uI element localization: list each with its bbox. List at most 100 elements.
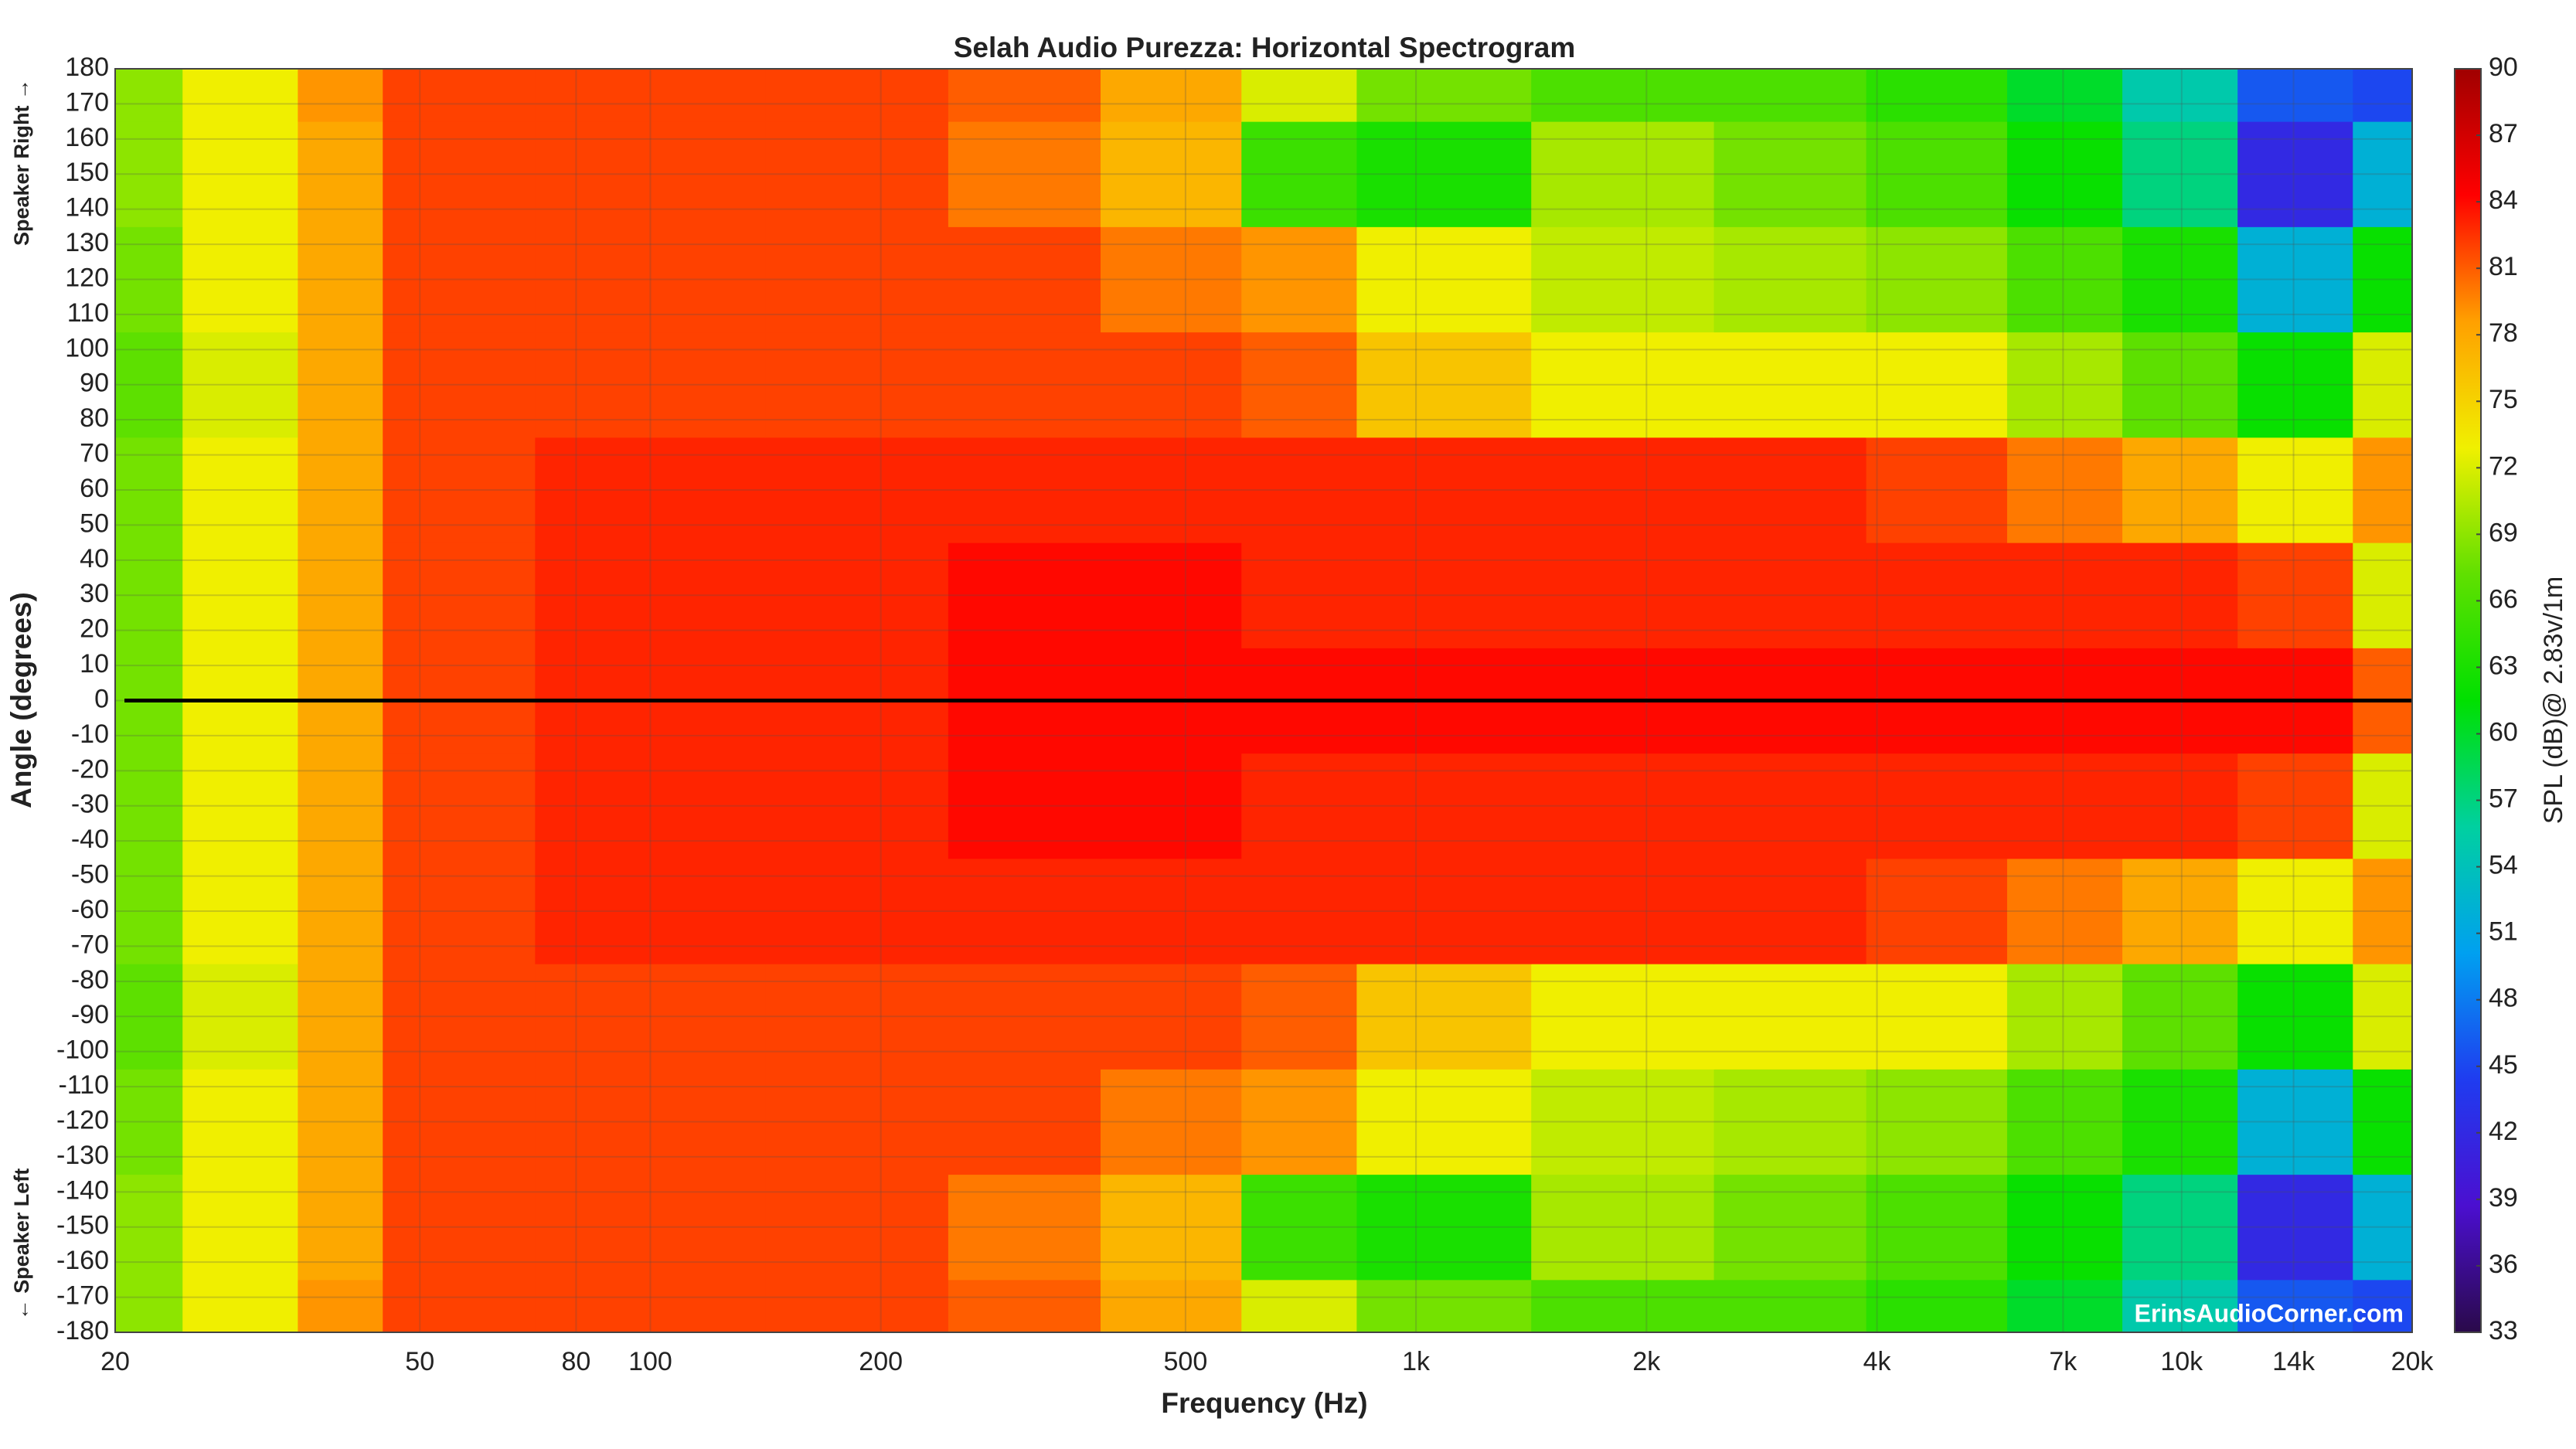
x-tick-label: 200 [859, 1347, 903, 1376]
y-tick-label: 70 [80, 439, 109, 468]
heatmap-cell [298, 1279, 383, 1333]
x-axis-label: Frequency (Hz) [1161, 1387, 1367, 1419]
heatmap-cell [1241, 121, 1357, 227]
heatmap-cell [298, 121, 383, 227]
y-tick-label: 30 [80, 579, 109, 608]
heatmap-cell [115, 1174, 183, 1281]
heatmap-cell [1356, 964, 1532, 1070]
heatmap-cell [765, 858, 949, 964]
y-tick-label: 170 [65, 87, 109, 117]
heatmap-cell [298, 69, 383, 122]
y-tick-label: -20 [71, 754, 109, 784]
heatmap-cell [182, 121, 298, 227]
colorbar-tick-label: 39 [2489, 1183, 2518, 1213]
heatmap-cell [1866, 121, 2008, 227]
heatmap-cell [1101, 69, 1242, 122]
heatmap-cell [948, 332, 1101, 438]
heatmap-cell [1356, 1174, 1532, 1281]
heatmap-cell [2006, 858, 2123, 964]
heatmap-cell [2353, 543, 2413, 648]
colorbar-tick-label: 84 [2489, 185, 2518, 215]
heatmap-cell [298, 858, 383, 964]
heatmap-cell [535, 121, 767, 227]
heatmap-cell [765, 226, 949, 333]
heatmap-cell [1531, 1279, 1715, 1333]
heatmap-cell [1241, 964, 1357, 1070]
y-axis-sublabel: Speaker Right → [10, 79, 33, 246]
y-tick-label: 110 [67, 298, 109, 328]
heatmap-cell [765, 753, 949, 859]
heatmap-cell [1101, 858, 1242, 964]
heatmap-cell [765, 543, 949, 648]
heatmap-cell [2237, 753, 2353, 859]
x-tick-label: 7k [2049, 1347, 2077, 1376]
heatmap-cell [298, 1069, 383, 1175]
colorbar-tick-label: 45 [2489, 1050, 2518, 1080]
colorbar-tick-label: 72 [2489, 451, 2518, 481]
heatmap-cell [1531, 753, 1715, 859]
x-tick-label: 1k [1402, 1347, 1431, 1376]
heatmap-cell [535, 332, 767, 438]
heatmap-cell [2122, 858, 2238, 964]
heatmap-cell [182, 332, 298, 438]
heatmap-cell [1101, 1279, 1242, 1333]
heatmap-cell [2237, 437, 2353, 543]
colorbar-tick-label: 51 [2489, 917, 2518, 947]
heatmap-cell [765, 1174, 949, 1281]
heatmap-cell [1241, 1069, 1357, 1175]
heatmap-cell [948, 226, 1101, 333]
heatmap-cell [383, 69, 536, 122]
heatmap-cell [948, 1279, 1101, 1333]
heatmap-cell [115, 753, 183, 859]
heatmap-cell [1101, 1174, 1242, 1281]
heatmap-cell [1241, 69, 1357, 122]
heatmap-cell [298, 964, 383, 1070]
heatmap-cell [1866, 858, 2008, 964]
y-tick-label: 10 [80, 649, 109, 679]
heatmap-cell [948, 858, 1101, 964]
heatmap-cell [1713, 1174, 1867, 1281]
heatmap-cell [1531, 1069, 1715, 1175]
heatmap-cell [1713, 437, 1867, 543]
y-tick-label: -90 [71, 1000, 109, 1029]
heatmap-cell [1356, 543, 1532, 648]
heatmap-cell [765, 964, 949, 1070]
heatmap-cell [115, 437, 183, 543]
heatmap-cell [1713, 69, 1867, 122]
heatmap-cell [1531, 858, 1715, 964]
heatmap-cell [115, 69, 183, 122]
colorbar-tick-label: 60 [2489, 718, 2518, 747]
heatmap-cell [2006, 753, 2123, 859]
x-tick-label: 4k [1863, 1347, 1892, 1376]
heatmap-cell [1356, 121, 1532, 227]
heatmap-cell [1101, 1069, 1242, 1175]
heatmap-cell [1241, 437, 1357, 543]
heatmap-cell [948, 1174, 1101, 1281]
heatmap-cell [2122, 543, 2238, 648]
y-tick-label: -150 [56, 1211, 109, 1240]
heatmap-cell [383, 1069, 536, 1175]
heatmap-cell [2353, 753, 2413, 859]
y-tick-label: 20 [80, 614, 109, 644]
heatmap-cell [115, 543, 183, 648]
chart-title: Selah Audio Purezza: Horizontal Spectrog… [954, 32, 1576, 63]
colorbar-label: SPL (dB)@ 2.83v/1m [2539, 577, 2568, 825]
heatmap-cell [948, 964, 1101, 1070]
heatmap-cell [182, 226, 298, 333]
heatmap-cell [2237, 1279, 2353, 1333]
heatmap-cell [1866, 437, 2008, 543]
heatmap-cell [948, 753, 1101, 859]
heatmap-cell [2122, 332, 2238, 438]
heatmap-cell [2122, 437, 2238, 543]
heatmap-cell [298, 753, 383, 859]
heatmap-cell [535, 858, 767, 964]
heatmap-cell [2006, 1069, 2123, 1175]
heatmap-cell [1241, 1174, 1357, 1281]
heatmap-cell [535, 1069, 767, 1175]
heatmap-cell [298, 332, 383, 438]
watermark: ErinsAudioCorner.com [2135, 1299, 2404, 1327]
y-tick-label: -110 [58, 1070, 109, 1100]
heatmap-cell [1713, 1069, 1867, 1175]
heatmap-cell [182, 543, 298, 648]
colorbar-tick-label: 48 [2489, 984, 2518, 1013]
